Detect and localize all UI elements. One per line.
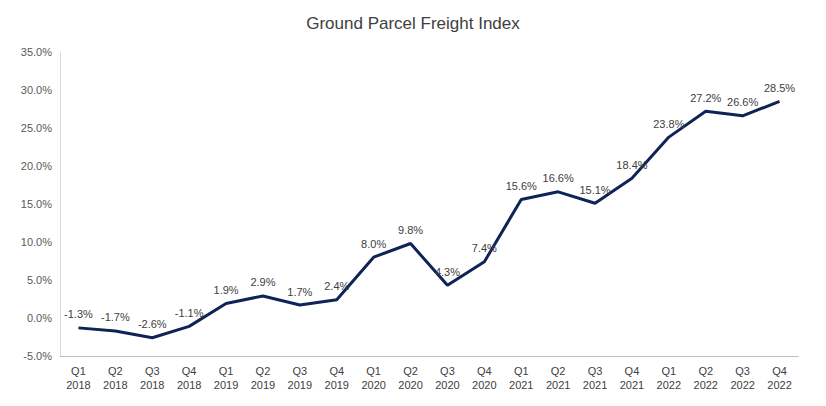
svg-text:Q3: Q3 xyxy=(735,365,750,377)
svg-text:-1.3%: -1.3% xyxy=(64,308,93,320)
svg-text:20.0%: 20.0% xyxy=(21,160,52,172)
svg-text:15.6%: 15.6% xyxy=(506,180,537,192)
svg-text:Q4: Q4 xyxy=(329,365,344,377)
svg-text:35.0%: 35.0% xyxy=(21,46,52,58)
svg-text:23.8%: 23.8% xyxy=(653,118,684,130)
svg-text:2021: 2021 xyxy=(509,379,533,391)
svg-text:1.7%: 1.7% xyxy=(287,286,312,298)
svg-text:Q1: Q1 xyxy=(219,365,234,377)
svg-text:Q3: Q3 xyxy=(440,365,455,377)
svg-text:2020: 2020 xyxy=(435,379,459,391)
svg-text:2018: 2018 xyxy=(140,379,164,391)
svg-text:2022: 2022 xyxy=(767,379,791,391)
svg-text:-5.0%: -5.0% xyxy=(23,350,52,362)
svg-text:26.6%: 26.6% xyxy=(727,96,758,108)
svg-text:2022: 2022 xyxy=(694,379,718,391)
svg-text:2020: 2020 xyxy=(398,379,422,391)
svg-text:2019: 2019 xyxy=(251,379,275,391)
svg-text:2.9%: 2.9% xyxy=(250,276,275,288)
svg-text:2018: 2018 xyxy=(103,379,127,391)
svg-text:-1.1%: -1.1% xyxy=(175,307,204,319)
svg-text:Q4: Q4 xyxy=(182,365,197,377)
svg-text:25.0%: 25.0% xyxy=(21,122,52,134)
svg-text:0.0%: 0.0% xyxy=(27,312,52,324)
svg-text:Q4: Q4 xyxy=(772,365,787,377)
svg-text:Q3: Q3 xyxy=(293,365,308,377)
svg-text:Q2: Q2 xyxy=(256,365,271,377)
svg-text:9.8%: 9.8% xyxy=(398,224,423,236)
svg-text:2019: 2019 xyxy=(325,379,349,391)
svg-text:30.0%: 30.0% xyxy=(21,84,52,96)
svg-text:15.1%: 15.1% xyxy=(579,184,610,196)
svg-text:Q3: Q3 xyxy=(588,365,603,377)
svg-text:8.0%: 8.0% xyxy=(361,238,386,250)
svg-text:2018: 2018 xyxy=(177,379,201,391)
svg-text:18.4%: 18.4% xyxy=(616,159,647,171)
svg-text:2018: 2018 xyxy=(66,379,90,391)
svg-text:Q2: Q2 xyxy=(551,365,566,377)
svg-text:Q4: Q4 xyxy=(625,365,640,377)
svg-text:5.0%: 5.0% xyxy=(27,274,52,286)
svg-text:7.4%: 7.4% xyxy=(472,242,497,254)
svg-text:2021: 2021 xyxy=(546,379,570,391)
svg-text:Q1: Q1 xyxy=(71,365,86,377)
svg-text:2022: 2022 xyxy=(730,379,754,391)
svg-text:Q1: Q1 xyxy=(662,365,677,377)
svg-text:2020: 2020 xyxy=(472,379,496,391)
svg-text:Q1: Q1 xyxy=(366,365,381,377)
svg-text:10.0%: 10.0% xyxy=(21,236,52,248)
svg-text:16.6%: 16.6% xyxy=(543,172,574,184)
svg-text:2021: 2021 xyxy=(583,379,607,391)
svg-text:2019: 2019 xyxy=(288,379,312,391)
svg-text:2019: 2019 xyxy=(214,379,238,391)
svg-text:Q3: Q3 xyxy=(145,365,160,377)
svg-text:4.3%: 4.3% xyxy=(435,266,460,278)
svg-text:2.4%: 2.4% xyxy=(324,280,349,292)
svg-text:-1.7%: -1.7% xyxy=(101,311,130,323)
svg-text:15.0%: 15.0% xyxy=(21,198,52,210)
svg-text:27.2%: 27.2% xyxy=(690,92,721,104)
svg-text:Q2: Q2 xyxy=(403,365,418,377)
svg-text:2021: 2021 xyxy=(620,379,644,391)
svg-text:Q2: Q2 xyxy=(698,365,713,377)
svg-text:-2.6%: -2.6% xyxy=(138,318,167,330)
svg-text:28.5%: 28.5% xyxy=(764,82,795,94)
svg-text:2020: 2020 xyxy=(361,379,385,391)
svg-text:Q1: Q1 xyxy=(514,365,529,377)
svg-text:Q2: Q2 xyxy=(108,365,123,377)
svg-text:Ground Parcel Freight Index: Ground Parcel Freight Index xyxy=(306,14,520,33)
svg-text:1.9%: 1.9% xyxy=(214,284,239,296)
svg-text:2022: 2022 xyxy=(657,379,681,391)
svg-text:Q4: Q4 xyxy=(477,365,492,377)
